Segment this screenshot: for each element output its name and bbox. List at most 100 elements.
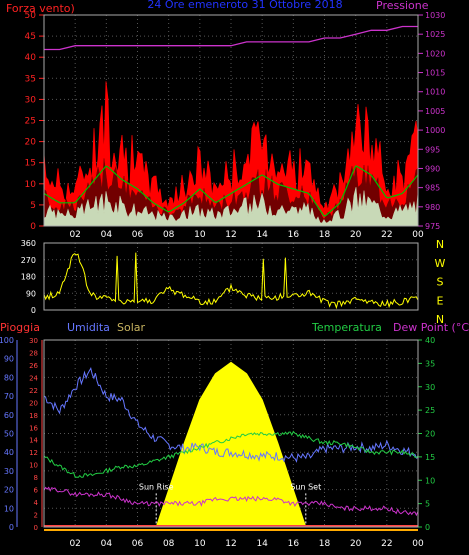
pressure-tick-label: 975	[425, 222, 440, 231]
pressure-tick-label: 1005	[425, 107, 445, 116]
x-tick-label: 20	[350, 230, 362, 240]
sun-rise-label: Sun Rise	[139, 482, 174, 491]
rain-tick-label: 12	[29, 449, 38, 457]
wind-tick-label: 10	[25, 180, 37, 190]
wind-tick-label: 40	[25, 53, 37, 63]
x-tick-label: 06	[132, 539, 144, 549]
dewpoint-line	[43, 486, 419, 517]
direction-tick-label: 90	[26, 289, 36, 298]
pressure-tick-label: 1025	[425, 30, 445, 39]
temp-tick-label: 25	[425, 406, 435, 415]
humidity-tick-label: 60	[4, 411, 14, 420]
x-tick-label: 22	[381, 230, 392, 240]
humidity-tick-label: 20	[4, 486, 14, 495]
x-tick-label: 04	[101, 230, 113, 240]
compass-label: S	[437, 276, 444, 289]
rain-tick-label: 24	[29, 374, 38, 382]
temperature-line	[43, 430, 419, 478]
rain-tick-label: 22	[29, 387, 38, 395]
rain-tick-label: 8	[34, 474, 38, 482]
pressure-tick-label: 985	[425, 184, 440, 193]
rain-tick-label: 10	[29, 462, 38, 470]
wind-tick-label: 20	[25, 138, 37, 148]
temp-tick-label: 5	[425, 500, 430, 509]
pressure-tick-label: 995	[425, 145, 440, 154]
wind-tick-label: 35	[25, 74, 36, 84]
pressure-tick-label: 1015	[425, 69, 445, 78]
compass-label: N	[436, 313, 444, 326]
pressure-line	[44, 25, 418, 51]
temp-tick-label: 10	[425, 476, 435, 485]
humidity-tick-label: 100	[0, 336, 14, 345]
x-tick-label: 10	[194, 539, 206, 549]
x-tick-label: 08	[163, 230, 175, 240]
humidity-tick-label: 30	[4, 467, 14, 476]
pressure-tick-label: 980	[425, 203, 440, 212]
dewpoint-axis-label: Dew Point (°C)	[393, 321, 469, 334]
rain-tick-label: 16	[29, 424, 38, 432]
chart-marks: 0510152025303540455097598098599099510001…	[0, 11, 446, 549]
pressure-axis-label: Pressione	[376, 0, 429, 12]
rain-tick-label: 18	[29, 412, 38, 420]
wind-tick-label: 5	[30, 201, 36, 211]
humidity-tick-label: 40	[4, 448, 14, 457]
wind-tick-label: 30	[25, 95, 37, 105]
bottom-panel-frame	[43, 339, 419, 528]
humidity-tick-label: 90	[4, 355, 14, 364]
direction-tick-label: 0	[31, 306, 36, 315]
direction-tick-label: 360	[21, 239, 36, 248]
humidity-tick-label: 80	[4, 373, 14, 382]
pressure-tick-label: 1020	[425, 49, 445, 58]
direction-tick-label: 270	[21, 256, 36, 265]
compass-label: N	[436, 238, 444, 251]
x-tick-label: 22	[381, 539, 392, 549]
x-tick-label: 08	[163, 539, 175, 549]
x-tick-label: 20	[350, 539, 362, 549]
direction-panel-frame	[43, 242, 419, 311]
temp-tick-label: 30	[425, 383, 435, 392]
x-tick-label: 12	[225, 230, 236, 240]
rain-tick-label: 28	[29, 349, 38, 357]
wind-tick-label: 45	[25, 32, 36, 42]
humidity-tick-label: 70	[4, 392, 14, 401]
compass-label: W	[435, 257, 446, 270]
rain-tick-label: 14	[29, 437, 38, 445]
temp-tick-label: 35	[425, 359, 435, 368]
x-tick-label: 04	[101, 539, 113, 549]
temp-tick-label: 20	[425, 430, 435, 439]
rain-axis-label: Pioggia	[0, 321, 40, 334]
x-tick-label: 16	[288, 539, 300, 549]
rain-tick-label: 2	[34, 512, 38, 520]
x-tick-label: 00	[412, 230, 424, 240]
pressure-tick-label: 1010	[425, 88, 445, 97]
humidity-axis-label: Umidita	[67, 321, 110, 334]
wind-panel-frame	[43, 14, 419, 227]
rain-tick-label: 4	[34, 499, 39, 507]
x-tick-label: 14	[256, 539, 268, 549]
humidity-line	[43, 366, 419, 463]
humidity-tick-label: 10	[4, 504, 14, 513]
rain-tick-label: 0	[34, 524, 38, 532]
solar-axis-label: Solar	[117, 321, 146, 334]
direction-tick-label: 180	[21, 273, 36, 282]
pressure-tick-label: 990	[425, 164, 440, 173]
temperature-axis-label: Temperatura	[311, 321, 382, 334]
chart-title: 24 Ore emeneroto 31 Ottobre 2018	[147, 0, 342, 11]
x-tick-label: 10	[194, 230, 206, 240]
x-tick-label: 18	[319, 539, 331, 549]
x-tick-label: 02	[69, 230, 80, 240]
pressure-tick-label: 1000	[425, 126, 445, 135]
wind-gust-area	[43, 81, 419, 227]
sun-set-label: Sun Set	[290, 482, 321, 491]
x-tick-label: 00	[412, 539, 424, 549]
rain-tick-label: 26	[29, 362, 38, 370]
humidity-tick-label: 50	[4, 430, 14, 439]
wind-tick-label: 50	[25, 11, 37, 21]
humidity-tick-label: 0	[9, 523, 14, 532]
wind-tick-label: 15	[25, 159, 36, 169]
x-tick-label: 02	[69, 539, 80, 549]
solar-radiation-area	[155, 361, 307, 528]
wind-average-line	[43, 165, 419, 217]
compass-label: E	[437, 294, 444, 307]
